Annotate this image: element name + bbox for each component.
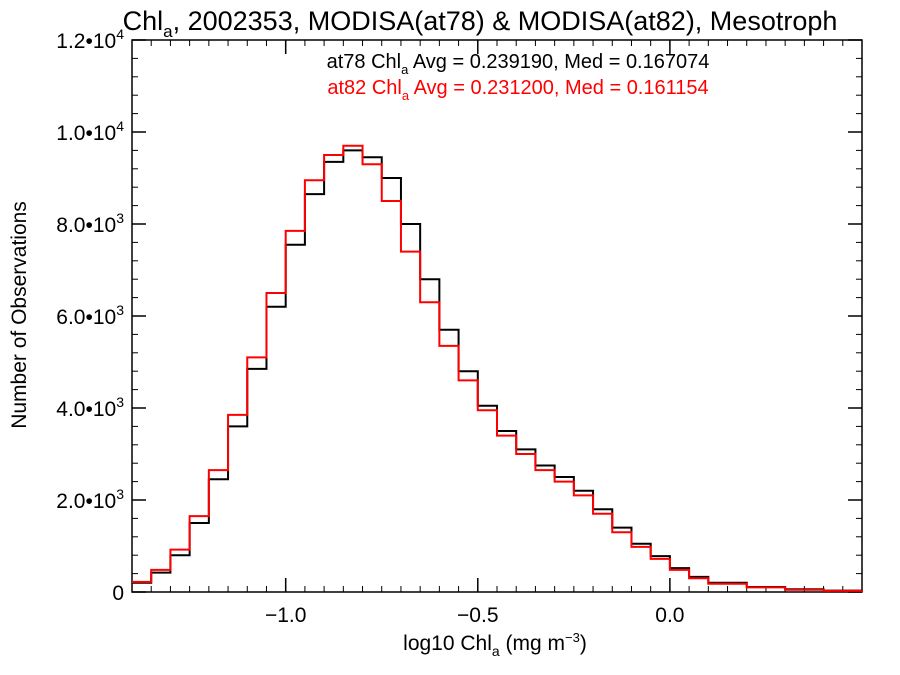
y-tick-mantissa: 4.0•10 [56,398,116,421]
stats-annotation-at82-label: at82 Chl [327,77,402,99]
x-axis-title-middle: (mg m [500,632,565,655]
y-tick-mantissa: 1.2•10 [56,30,116,53]
x-tick-label: 0.0 [655,604,684,627]
histogram-series-at82 [132,144,863,592]
y-tick-label: 1.2•104 [56,26,124,53]
y-tick-exponent: 3 [116,394,124,410]
x-tick-label: −1.0 [265,604,306,627]
y-tick-mantissa: 0 [112,582,124,605]
x-axis-title-subscript: a [492,643,500,659]
stats-annotation-at82-values: Avg = 0.231200, Med = 0.161154 [409,77,709,99]
x-axis-title-superscript: −3 [565,630,580,645]
y-tick-exponent: 3 [116,210,124,226]
y-axis-title: Number of Observations [8,201,31,429]
plot-content: −1.0 −0.5 0.002.0•1034.0•1036.0•1038.0•103… [56,26,863,627]
chart-title: Chla, 2002353, MODISA(at78) & MODISA(at8… [123,6,838,41]
stats-annotation-at82-subscript: a [402,88,410,103]
x-axis-title: log10 Chla (mg m−3) [403,630,587,659]
chart-title-prefix: Chl [123,6,164,36]
x-axis-title-suffix: ) [580,632,587,655]
chart-title-suffix: , 2002353, MODISA(at78) & MODISA(at82), … [173,6,838,36]
stats-annotation-at78-label: at78 Chl [327,51,402,73]
y-tick-label: 1.0•104 [56,118,124,145]
stats-annotation-at82: at82 Chla Avg = 0.231200, Med = 0.161154 [327,77,708,103]
chart-title-subscript: a [163,22,173,41]
y-tick-exponent: 4 [116,26,124,42]
y-tick-label: 4.0•103 [56,394,124,421]
y-tick-label: 0 [112,582,124,605]
y-tick-label: 2.0•103 [56,486,124,513]
y-tick-mantissa: 2.0•10 [56,490,116,513]
y-tick-mantissa: 8.0•10 [56,214,116,237]
stats-annotation-at78-values: Avg = 0.239190, Med = 0.167074 [408,51,709,73]
y-tick-label: 6.0•103 [56,302,124,329]
y-tick-exponent: 3 [116,302,124,318]
stats-annotation-at78: at78 Chla Avg = 0.239190, Med = 0.167074 [327,51,710,77]
y-tick-mantissa: 6.0•10 [56,306,116,329]
y-tick-label: 8.0•103 [56,210,124,237]
x-tick-label: −0.5 [457,604,498,627]
stats-annotation-at78-subscript: a [401,62,409,77]
y-tick-exponent: 4 [116,118,124,134]
y-tick-mantissa: 1.0•10 [56,122,116,145]
y-tick-exponent: 3 [116,486,124,502]
x-axis-title-prefix: log10 Chl [403,632,492,655]
